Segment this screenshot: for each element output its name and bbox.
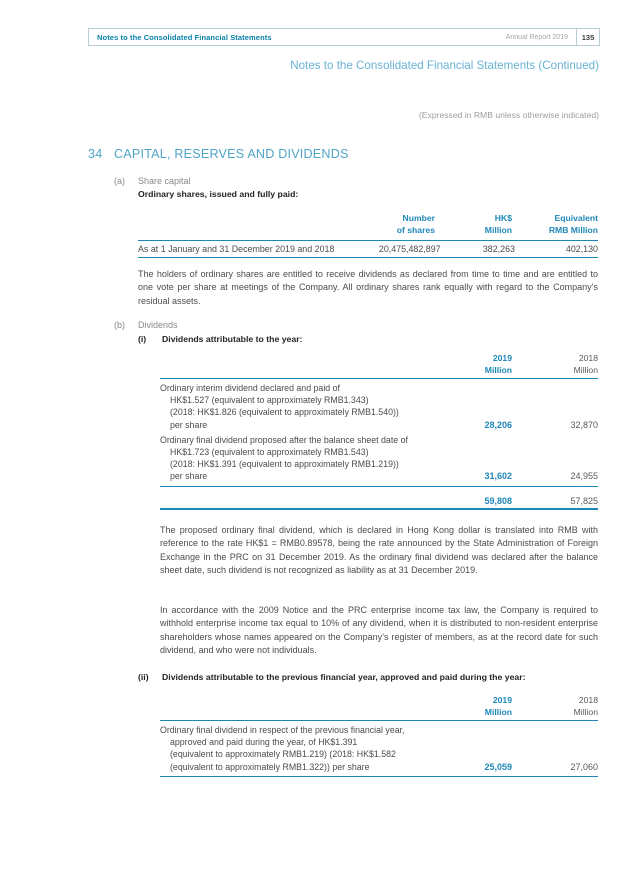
- share-capital-subtitle: Ordinary shares, issued and fully paid:: [138, 188, 299, 199]
- cell-hkd-million: 382,263: [482, 244, 515, 255]
- cell-2018-value: 24,955: [570, 471, 598, 482]
- share-capital-table-header: Number of shares HK$ Million Equivalent …: [138, 213, 598, 241]
- cell-2019-value: 31,602: [484, 471, 512, 482]
- dividends-year-table: 2019 Million 2018 Million Ordinary inter…: [160, 352, 598, 510]
- row-label: As at 1 January and 31 December 2019 and…: [138, 244, 335, 255]
- part-ii-title: Dividends attributable to the previous f…: [162, 672, 526, 682]
- cell-2018-value: 32,870: [570, 419, 598, 430]
- part-i-title: Dividends attributable to the year:: [162, 334, 303, 344]
- share-capital-table: Number of shares HK$ Million Equivalent …: [138, 213, 598, 259]
- total-2018-value: 57,825: [570, 495, 598, 506]
- section-number: 34: [88, 147, 103, 161]
- subsection-a-label: (a): [114, 176, 125, 186]
- cell-2018-value: 27,060: [570, 761, 598, 772]
- dividends-year-table-header: 2019 Million 2018 Million: [160, 352, 598, 379]
- table-row-previous-final-dividend: Ordinary final dividend in respect of th…: [160, 721, 598, 777]
- row-label: Ordinary interim dividend declared and p…: [160, 383, 399, 430]
- column-header-2019: 2019 Million: [484, 695, 512, 717]
- withholding-tax-paragraph: In accordance with the 2009 Notice and t…: [160, 605, 598, 656]
- part-i-label: (i): [138, 334, 147, 344]
- table-row: As at 1 January and 31 December 2019 and…: [138, 241, 598, 259]
- row-label: Ordinary final dividend in respect of th…: [160, 725, 405, 772]
- dividends-previous-year-table: 2019 Million 2018 Million Ordinary final…: [160, 694, 598, 777]
- table-row-final-dividend: Ordinary final dividend proposed after t…: [160, 431, 598, 483]
- final-dividend-paragraph: The proposed ordinary final dividend, wh…: [160, 525, 598, 576]
- part-ii-label: (ii): [138, 672, 149, 682]
- subsection-b-title: Dividends: [138, 320, 178, 330]
- row-label: Ordinary final dividend proposed after t…: [160, 434, 408, 482]
- part-i-heading: (i) Dividends attributable to the year:: [138, 334, 302, 344]
- part-ii-heading: (ii) Dividends attributable to the previ…: [138, 672, 526, 682]
- cell-2019-value: 28,206: [484, 419, 512, 430]
- cell-rmb-million: 402,130: [565, 244, 598, 255]
- column-header-2019: 2019 Million: [484, 353, 512, 375]
- cell-number-of-shares: 20,475,482,897: [378, 244, 441, 255]
- dividends-previous-year-table-header: 2019 Million 2018 Million: [160, 694, 598, 721]
- column-header-number-of-shares: Number of shares: [396, 213, 435, 235]
- subsection-b: (b) Dividends: [114, 320, 178, 330]
- total-2019-value: 59,808: [484, 495, 512, 506]
- table-row-interim-dividend: Ordinary interim dividend declared and p…: [160, 379, 598, 431]
- subsection-b-label: (b): [114, 320, 125, 330]
- column-header-hkd-million: HK$ Million: [484, 213, 512, 235]
- page-header-bar: Notes to the Consolidated Financial Stat…: [88, 28, 600, 46]
- currency-note: (Expressed in RMB unless otherwise indic…: [418, 110, 599, 120]
- section-title: CAPITAL, RESERVES AND DIVIDENDS: [114, 147, 349, 161]
- share-capital-paragraph: The holders of ordinary shares are entit…: [138, 269, 598, 306]
- header-report-label: Annual Report 2019: [505, 33, 568, 41]
- subsection-a: (a) Share capital Ordinary shares, issue…: [114, 176, 298, 199]
- section-heading: 34 CAPITAL, RESERVES AND DIVIDENDS: [88, 147, 349, 161]
- header-section-title: Notes to the Consolidated Financial Stat…: [97, 32, 272, 42]
- subsection-a-title: Share capital: [138, 176, 191, 186]
- continued-title: Notes to the Consolidated Financial Stat…: [290, 59, 599, 72]
- table-rule: [160, 485, 598, 487]
- column-header-2018: 2018 Million: [573, 695, 598, 717]
- column-header-2018: 2018 Million: [573, 353, 598, 375]
- page-number: 135: [576, 29, 599, 45]
- cell-2019-value: 25,059: [484, 761, 512, 772]
- column-header-rmb-million: Equivalent RMB Million: [548, 213, 598, 235]
- table-total-row: 59,808 57,825: [160, 487, 598, 510]
